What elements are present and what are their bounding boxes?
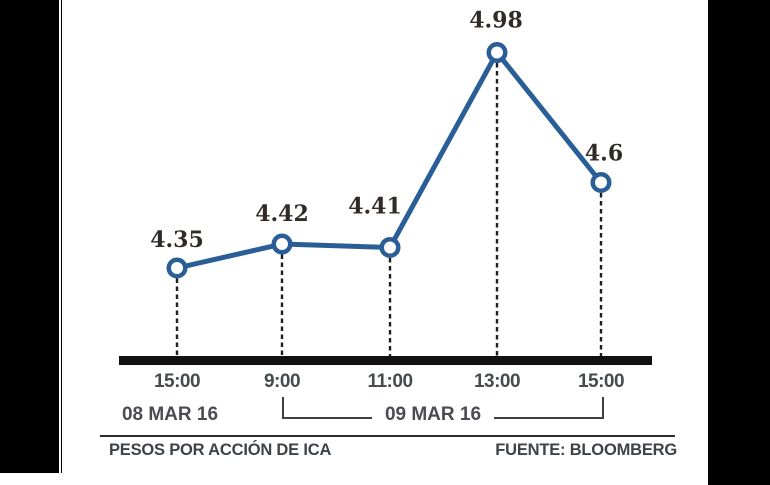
date-label-09-mar-16: 09 MAR 16 [384, 404, 482, 425]
value-label: 4.98 [469, 8, 523, 34]
chart-units-caption: PESOS POR ACCIÓN DE ICA [109, 441, 332, 459]
footer-divider-rule [100, 435, 675, 438]
date-label-08-mar-16: 08 MAR 16 [121, 404, 219, 425]
x-axis-line [119, 356, 652, 365]
data-point-marker [486, 42, 508, 64]
date-bracket-left-horizontal [281, 416, 372, 419]
data-point-marker [166, 257, 188, 279]
value-label: 4.6 [585, 141, 623, 167]
value-label: 4.42 [255, 201, 309, 227]
x-tick-label: 15:00 [153, 371, 201, 392]
x-tick-label: 15:00 [577, 371, 625, 392]
x-tick-label: 11:00 [367, 371, 413, 392]
x-tick-label: 13:00 [473, 371, 521, 392]
data-point-marker [379, 236, 401, 258]
date-bracket-right-vertical [601, 397, 604, 419]
value-label: 4.35 [150, 227, 204, 253]
letterbox-left-bar [0, 0, 59, 473]
date-bracket-left-vertical [281, 397, 284, 419]
data-point-marker [271, 233, 293, 255]
letterbox-edge-line [60, 0, 63, 473]
price-line [174, 50, 604, 271]
date-bracket-right-horizontal [494, 416, 604, 419]
letterbox-right-bar [708, 0, 770, 485]
x-tick-label: 9:00 [263, 371, 301, 392]
value-label: 4.41 [348, 193, 402, 219]
chart-source-caption: FUENTE: BLOOMBERG [495, 441, 677, 459]
data-point-marker [590, 172, 612, 193]
